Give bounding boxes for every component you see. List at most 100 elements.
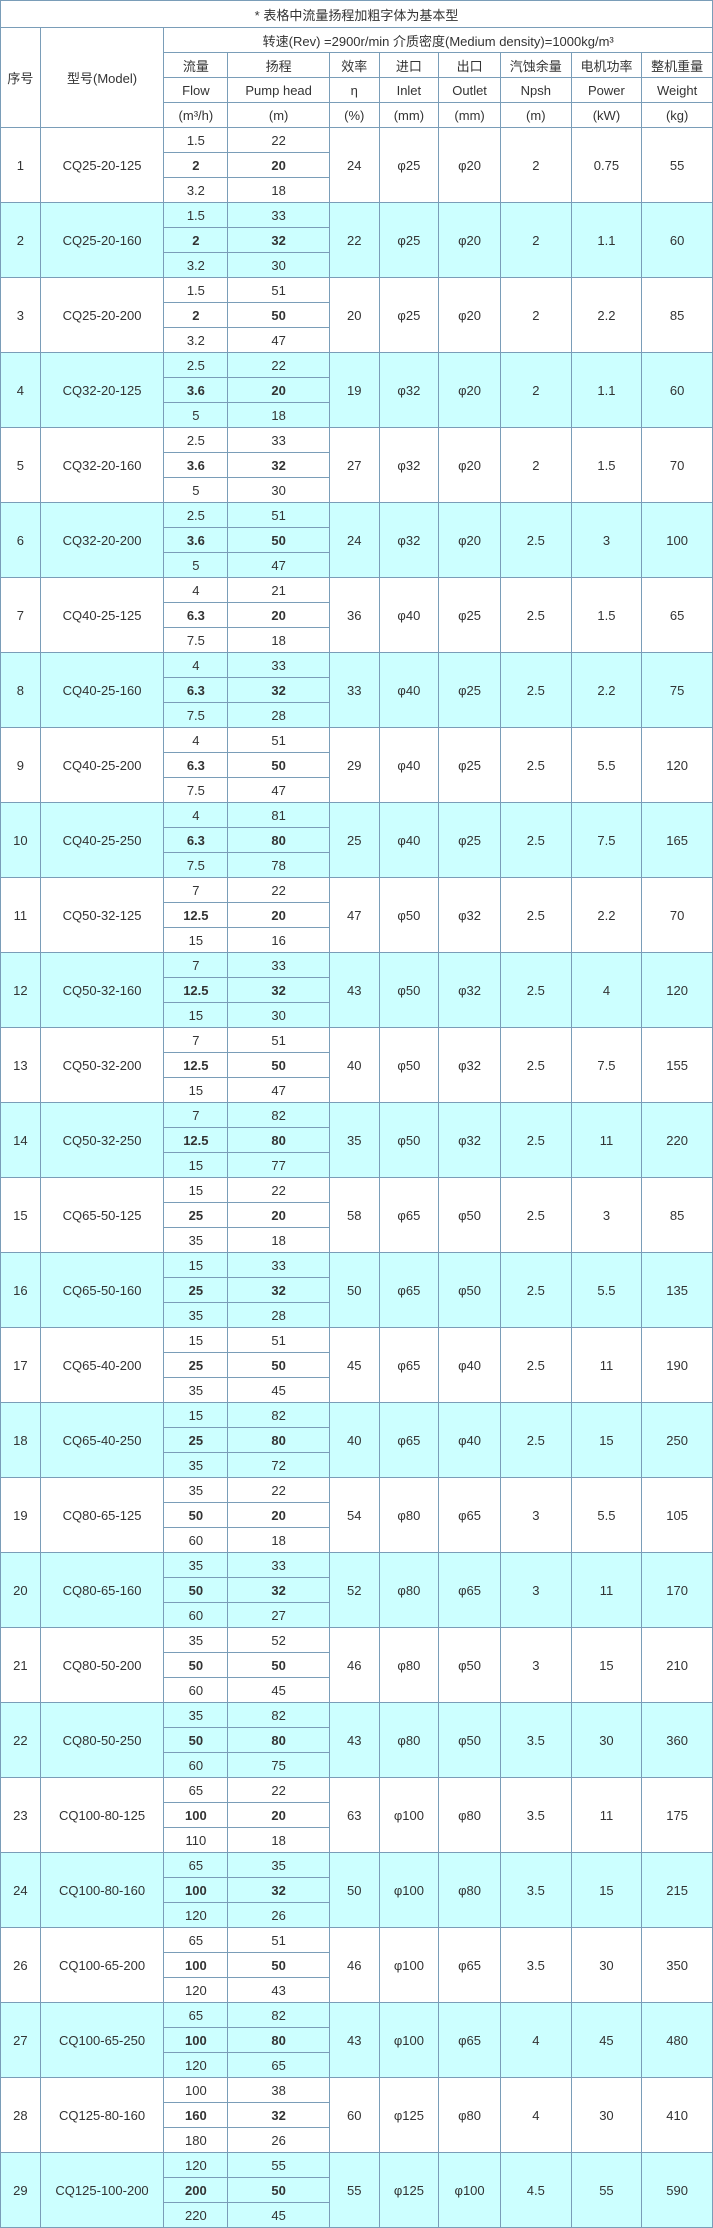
- cell-no: 14: [1, 1103, 41, 1178]
- cell-pow: 15: [571, 1628, 642, 1703]
- cell-no: 23: [1, 1778, 41, 1853]
- cell-model: CQ125-100-200: [40, 2153, 164, 2228]
- cell-model: CQ65-50-125: [40, 1178, 164, 1253]
- cell-flow: 35: [164, 1303, 228, 1328]
- cell-head: 20: [228, 1803, 330, 1828]
- unit-flow: (m³/h): [164, 103, 228, 128]
- cell-head: 22: [228, 1178, 330, 1203]
- table-row: 15CQ65-50-125152258φ65φ502.5385: [1, 1178, 713, 1203]
- cell-head: 32: [228, 678, 330, 703]
- cell-flow: 120: [164, 2053, 228, 2078]
- cell-wt: 85: [642, 278, 713, 353]
- cell-flow: 1.5: [164, 203, 228, 228]
- table-row: 21CQ80-50-200355246φ80φ50315210: [1, 1628, 713, 1653]
- cell-eff: 58: [329, 1178, 379, 1253]
- cell-pow: 5.5: [571, 1253, 642, 1328]
- hdr-npsh-cn: 汽蚀余量: [500, 53, 571, 78]
- cell-head: 51: [228, 1928, 330, 1953]
- cell-head: 50: [228, 1053, 330, 1078]
- cell-flow: 15: [164, 1328, 228, 1353]
- table-row: 18CQ65-40-250158240φ65φ402.515250: [1, 1403, 713, 1428]
- cell-flow: 160: [164, 2103, 228, 2128]
- unit-in: (mm): [379, 103, 439, 128]
- cell-flow: 12.5: [164, 1128, 228, 1153]
- cell-flow: 3.6: [164, 528, 228, 553]
- cell-no: 4: [1, 353, 41, 428]
- cell-flow: 4: [164, 653, 228, 678]
- cell-model: CQ80-50-250: [40, 1703, 164, 1778]
- cell-in: φ100: [379, 2003, 439, 2078]
- cell-head: 35: [228, 1853, 330, 1878]
- cell-head: 45: [228, 1678, 330, 1703]
- cell-flow: 7: [164, 1028, 228, 1053]
- unit-head: (m): [228, 103, 330, 128]
- cell-npsh: 2.5: [500, 578, 571, 653]
- table-row: 17CQ65-40-200155145φ65φ402.511190: [1, 1328, 713, 1353]
- cell-pow: 30: [571, 1703, 642, 1778]
- table-row: 28CQ125-80-1601003860φ125φ80430410: [1, 2078, 713, 2103]
- cell-flow: 4: [164, 803, 228, 828]
- cell-out: φ32: [439, 1028, 501, 1103]
- cell-flow: 7.5: [164, 778, 228, 803]
- cell-flow: 65: [164, 1928, 228, 1953]
- cell-head: 81: [228, 803, 330, 828]
- cell-head: 33: [228, 653, 330, 678]
- table-row: 7CQ40-25-12542136φ40φ252.51.565: [1, 578, 713, 603]
- cell-head: 77: [228, 1153, 330, 1178]
- cell-model: CQ100-80-160: [40, 1853, 164, 1928]
- cell-flow: 15: [164, 1003, 228, 1028]
- cell-head: 50: [228, 1653, 330, 1678]
- cell-head: 51: [228, 1328, 330, 1353]
- cell-model: CQ25-20-125: [40, 128, 164, 203]
- cell-pow: 11: [571, 1103, 642, 1178]
- cell-head: 20: [228, 603, 330, 628]
- cell-in: φ100: [379, 1853, 439, 1928]
- table-row: 6CQ32-20-2002.55124φ32φ202.53100: [1, 503, 713, 528]
- cell-out: φ20: [439, 203, 501, 278]
- cell-wt: 220: [642, 1103, 713, 1178]
- hdr-flow-cn: 流量: [164, 53, 228, 78]
- cell-flow: 110: [164, 1828, 228, 1853]
- cell-npsh: 2.5: [500, 503, 571, 578]
- cell-eff: 29: [329, 728, 379, 803]
- cell-head: 82: [228, 1703, 330, 1728]
- cell-wt: 70: [642, 428, 713, 503]
- cell-in: φ80: [379, 1478, 439, 1553]
- cell-wt: 135: [642, 1253, 713, 1328]
- cell-npsh: 2.5: [500, 1028, 571, 1103]
- cell-no: 10: [1, 803, 41, 878]
- cell-wt: 105: [642, 1478, 713, 1553]
- cell-npsh: 2.5: [500, 1103, 571, 1178]
- cell-head: 82: [228, 2003, 330, 2028]
- cell-flow: 35: [164, 1703, 228, 1728]
- cell-head: 80: [228, 1428, 330, 1453]
- table-row: 26CQ100-65-200655146φ100φ653.530350: [1, 1928, 713, 1953]
- cell-flow: 2: [164, 228, 228, 253]
- hdr-in-cn: 进口: [379, 53, 439, 78]
- cell-flow: 50: [164, 1578, 228, 1603]
- cell-head: 75: [228, 1753, 330, 1778]
- cell-flow: 200: [164, 2178, 228, 2203]
- cell-out: φ20: [439, 428, 501, 503]
- cell-npsh: 2.5: [500, 1403, 571, 1478]
- cell-out: φ32: [439, 1103, 501, 1178]
- cell-flow: 7.5: [164, 703, 228, 728]
- cell-npsh: 4.5: [500, 2153, 571, 2228]
- cell-flow: 60: [164, 1603, 228, 1628]
- cell-flow: 2.5: [164, 503, 228, 528]
- cell-in: φ40: [379, 728, 439, 803]
- cell-pow: 11: [571, 1553, 642, 1628]
- cell-pow: 3: [571, 1178, 642, 1253]
- cell-head: 82: [228, 1403, 330, 1428]
- cell-flow: 50: [164, 1728, 228, 1753]
- cell-flow: 100: [164, 1878, 228, 1903]
- cell-wt: 170: [642, 1553, 713, 1628]
- cell-out: φ50: [439, 1253, 501, 1328]
- cell-model: CQ40-25-250: [40, 803, 164, 878]
- cell-in: φ25: [379, 128, 439, 203]
- cell-out: φ25: [439, 578, 501, 653]
- cell-pow: 4: [571, 953, 642, 1028]
- cell-flow: 7.5: [164, 853, 228, 878]
- cell-head: 47: [228, 553, 330, 578]
- cell-head: 22: [228, 353, 330, 378]
